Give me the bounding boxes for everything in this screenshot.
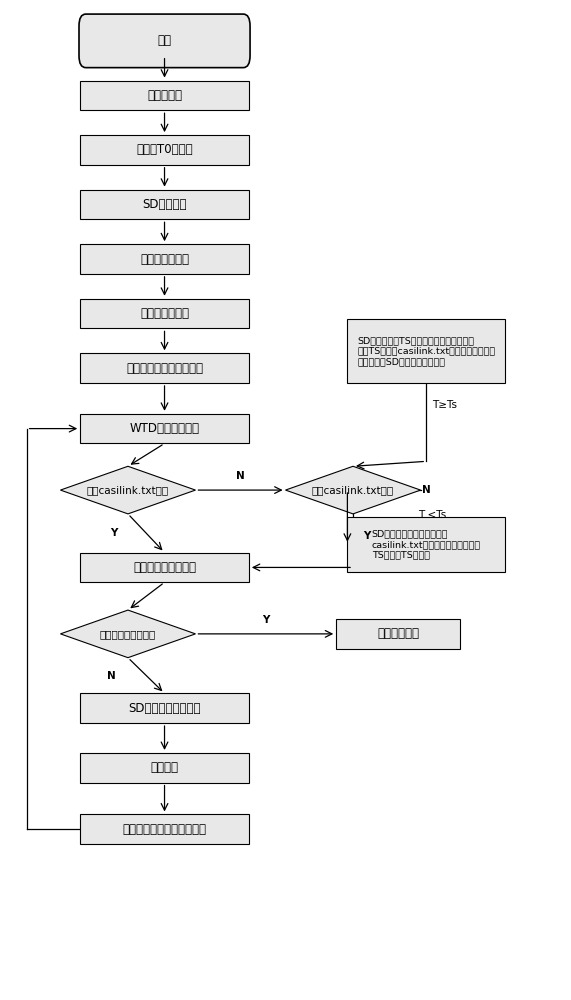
Text: 文件系统初始化: 文件系统初始化 xyxy=(140,253,189,266)
Text: 关闭文件: 关闭文件 xyxy=(151,761,179,774)
Text: 存在casilink.txt文件: 存在casilink.txt文件 xyxy=(87,485,169,495)
Text: N: N xyxy=(236,471,245,481)
Text: N: N xyxy=(422,485,431,495)
Text: T≥Ts: T≥Ts xyxy=(432,400,457,410)
Bar xyxy=(80,353,249,383)
Text: 创建casilink.txt文件: 创建casilink.txt文件 xyxy=(312,485,394,495)
Polygon shape xyxy=(61,466,195,514)
Text: SD卡拔出后在TS内还没插上，热插拔时间
大于TS，创建casilink.txt失败，但程序执行
正常，等待SD卡重新插上，复位: SD卡拔出后在TS内还没插上，热插拔时间 大于TS，创建casilink.txt… xyxy=(357,336,495,366)
Text: 打开串行中断关闭定时中断: 打开串行中断关闭定时中断 xyxy=(123,823,207,836)
Bar xyxy=(80,135,249,165)
Text: SD卡写入时间和数据: SD卡写入时间和数据 xyxy=(128,702,201,715)
Text: WTD清零（喂狗）: WTD清零（喂狗） xyxy=(130,422,199,435)
Bar xyxy=(80,753,249,783)
Bar xyxy=(80,414,249,443)
Text: 实时时钟初始化: 实时时钟初始化 xyxy=(140,307,189,320)
Bar xyxy=(80,299,249,328)
Bar xyxy=(80,244,249,274)
Text: SD卡拔出后重新插上，创建
casilink.txt失败，热插拔时间小于
TS，等待TS到复位: SD卡拔出后重新插上，创建 casilink.txt失败，热插拔时间小于 TS，… xyxy=(372,530,481,560)
Text: 是否有校时下发指令: 是否有校时下发指令 xyxy=(100,629,156,639)
Polygon shape xyxy=(61,610,195,658)
Text: Y: Y xyxy=(110,528,118,538)
Text: 校时处理模块: 校时处理模块 xyxy=(377,627,419,640)
Text: SD卡初始化: SD卡初始化 xyxy=(142,198,187,211)
Bar xyxy=(347,319,505,383)
FancyBboxPatch shape xyxy=(79,14,250,68)
Text: Y: Y xyxy=(262,615,270,625)
Polygon shape xyxy=(286,466,420,514)
Bar xyxy=(347,517,505,572)
Text: 串口初始化: 串口初始化 xyxy=(147,89,182,102)
Bar xyxy=(80,693,249,723)
Text: T <Ts: T <Ts xyxy=(417,510,446,520)
Text: Y: Y xyxy=(363,531,371,541)
Text: 不定长数据接收模块: 不定长数据接收模块 xyxy=(133,561,196,574)
Bar xyxy=(80,553,249,582)
Bar xyxy=(80,814,249,844)
Text: 开始: 开始 xyxy=(158,34,171,47)
Bar xyxy=(80,190,249,219)
Text: N: N xyxy=(107,671,115,681)
Text: 定时器T0初始化: 定时器T0初始化 xyxy=(136,143,193,156)
Text: 关闭串行中断启动定时器: 关闭串行中断启动定时器 xyxy=(126,362,203,375)
Bar xyxy=(336,619,460,649)
Bar xyxy=(80,81,249,110)
